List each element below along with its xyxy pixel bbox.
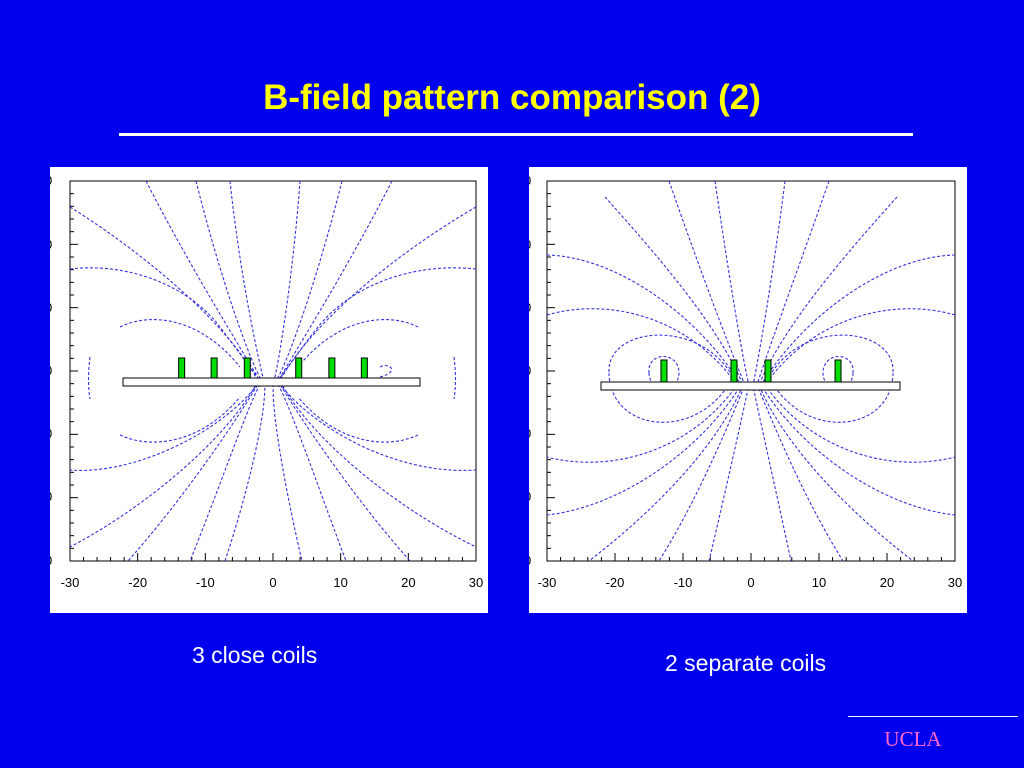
x-tick-label: -10 <box>196 575 215 590</box>
y-tick-label-stub: 0 <box>529 363 531 378</box>
y-tick-label-stub: 0 <box>529 553 531 568</box>
title-underline <box>119 133 913 136</box>
coil <box>178 357 186 379</box>
x-tick-label: -30 <box>61 575 80 590</box>
slide-title: B-field pattern comparison (2) <box>263 78 761 117</box>
x-tick-label: -10 <box>674 575 693 590</box>
x-tick-label: 30 <box>469 575 483 590</box>
caption-3-close-coils: 3 close coils <box>192 642 318 668</box>
coil <box>295 357 303 379</box>
x-tick-label: 20 <box>880 575 894 590</box>
field-plot-svg: 0 0 0 0 0 0 0 <box>529 173 962 590</box>
footer-rule <box>848 716 1018 717</box>
x-tick-label: -20 <box>128 575 147 590</box>
coil <box>243 357 251 379</box>
y-tick-label-stub: 0 <box>50 426 52 441</box>
coil <box>210 357 218 379</box>
x-tick-label: -20 <box>606 575 625 590</box>
x-tick-label: -30 <box>538 575 557 590</box>
coil <box>660 359 668 383</box>
y-tick-label-stub: 0 <box>529 300 531 315</box>
y-tick-label-stub: 0 <box>529 489 531 504</box>
y-tick-label-stub: 0 <box>50 553 52 568</box>
field-lines <box>69 180 477 562</box>
x-tick-label: 30 <box>948 575 962 590</box>
x-tick-label: 0 <box>269 575 276 590</box>
plot-frame: 0 0 0 0 0 0 0 <box>50 173 477 568</box>
y-tick-label-stub: 0 <box>529 173 531 188</box>
coil-group <box>660 359 842 383</box>
coil <box>328 357 336 379</box>
coil <box>730 359 738 383</box>
x-tick-label: 20 <box>401 575 415 590</box>
y-tick-label-stub: 0 <box>50 363 52 378</box>
x-tick-label: 0 <box>747 575 754 590</box>
coil <box>834 359 842 383</box>
field-plot-svg: 0 0 0 0 0 0 0 <box>50 173 483 590</box>
y-tick-label-stub: 0 <box>50 300 52 315</box>
caption-2-separate-coils: 2 separate coils <box>665 650 827 676</box>
field-lines <box>546 180 956 562</box>
field-plot-2-separate-coils: 0 0 0 0 0 0 0 <box>529 167 967 613</box>
coil-base-plate <box>600 381 901 391</box>
coil-base-plate <box>122 377 421 387</box>
coil-group <box>178 357 368 379</box>
x-tick-label: 10 <box>333 575 347 590</box>
y-tick-label-stub: 0 <box>529 426 531 441</box>
ucla-logo: UCLA <box>884 727 942 751</box>
y-tick-label-stub: 0 <box>529 237 531 252</box>
plot-frame: 0 0 0 0 0 0 0 <box>529 173 956 568</box>
x-tick-label: 10 <box>812 575 826 590</box>
y-tick-label-stub: 0 <box>50 489 52 504</box>
field-plot-3-close-coils: 0 0 0 0 0 0 0 <box>50 167 488 613</box>
y-tick-label-stub: 0 <box>50 173 52 188</box>
coil <box>360 357 368 379</box>
coil <box>764 359 772 383</box>
y-tick-label-stub: 0 <box>50 237 52 252</box>
